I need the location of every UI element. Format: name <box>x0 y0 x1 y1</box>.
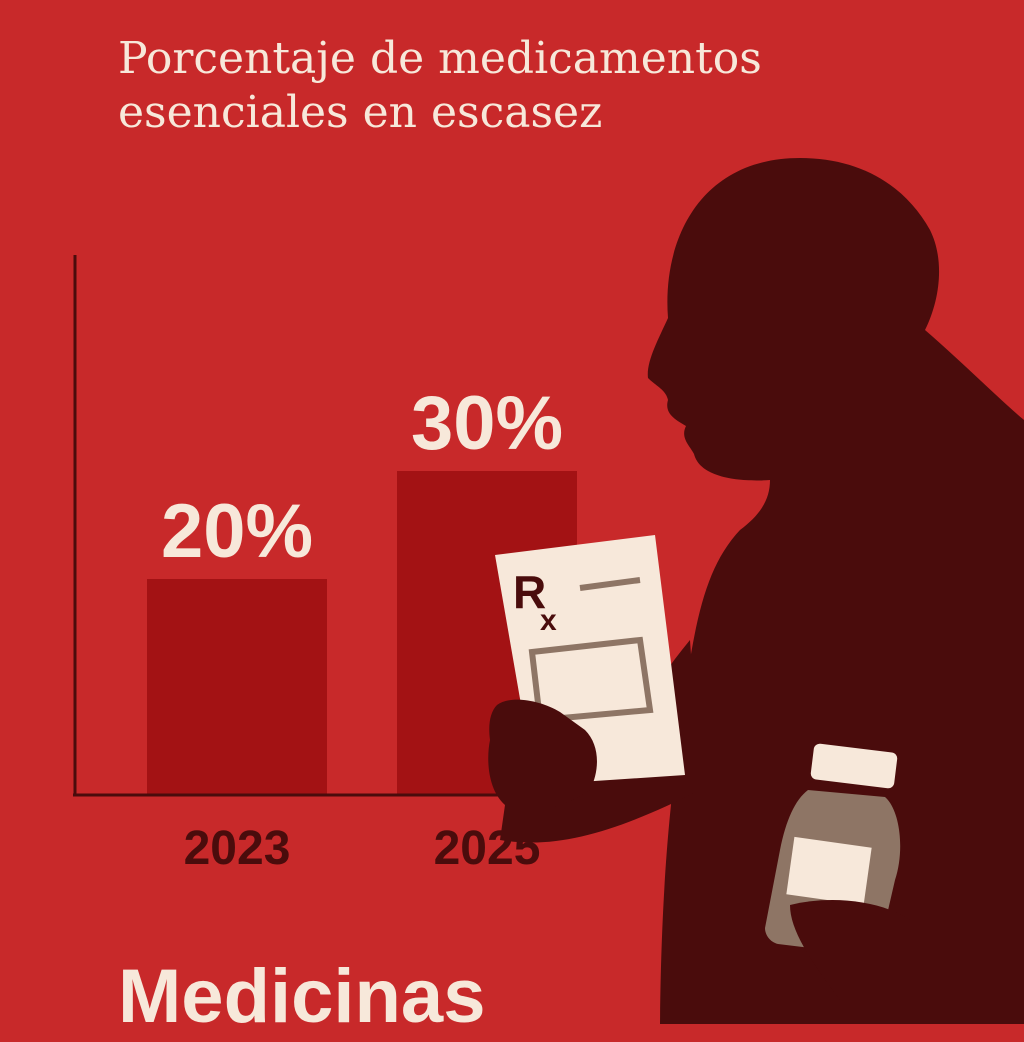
rx-line <box>579 577 641 591</box>
pill-bottle-icon <box>765 743 930 1000</box>
rx-box <box>528 636 654 724</box>
chart-title: Porcentaje de medicamentos esenciales en… <box>118 32 878 140</box>
bottle-cap <box>810 743 898 789</box>
hand-icon <box>488 699 597 810</box>
footer-word: Medicinas <box>118 954 486 1039</box>
holding-hand <box>790 900 930 1000</box>
value-label-2025: 30% <box>411 381 563 466</box>
person-silhouette-icon <box>500 158 1024 1024</box>
chart-title-line-2: esenciales en escasez <box>118 87 603 138</box>
rx-symbol-r: R <box>513 566 546 618</box>
bottle-label <box>786 836 872 906</box>
value-label-2023: 20% <box>161 489 313 574</box>
bar-2023 <box>147 579 327 795</box>
rx-symbol-x: x <box>540 604 557 637</box>
category-label-2023: 2023 <box>184 822 291 875</box>
chart-title-line-1: Porcentaje de medicamentos <box>118 33 762 84</box>
